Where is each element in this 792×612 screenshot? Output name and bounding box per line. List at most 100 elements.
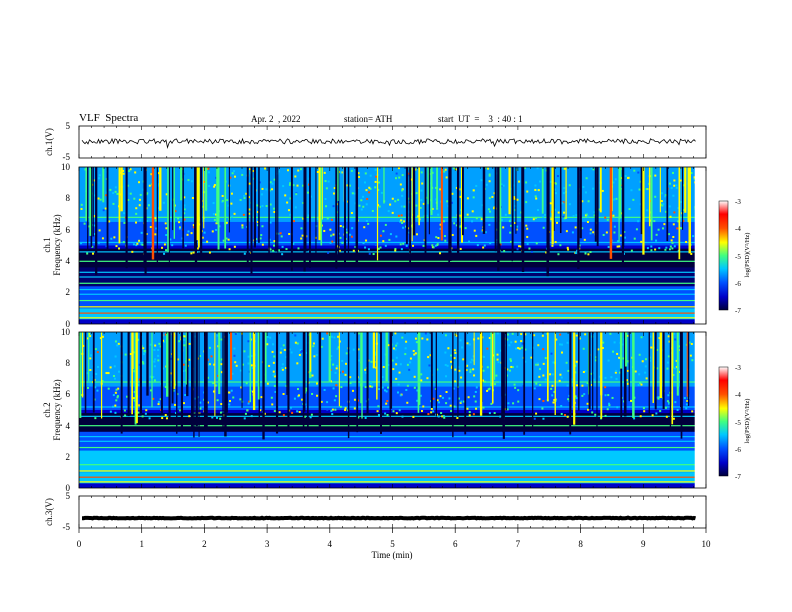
spec-speckle	[664, 194, 667, 197]
spec-sferic	[168, 332, 171, 425]
spec-speckle	[395, 344, 398, 347]
spec-speckle	[667, 355, 670, 358]
spec-speckle	[155, 215, 158, 218]
spec-speckle	[672, 223, 675, 226]
spec-speckle	[616, 240, 619, 243]
spec-speckle	[658, 247, 661, 250]
spec-sferic	[159, 167, 162, 211]
spec-speckle	[649, 335, 652, 338]
spec-sferic	[224, 332, 227, 437]
spec-speckle	[493, 412, 496, 415]
spec-speckle	[112, 394, 115, 397]
spec-speckle	[530, 250, 533, 253]
spec-speckle	[458, 188, 461, 191]
spec-sferic	[515, 167, 517, 234]
spec-speckle	[560, 412, 563, 415]
spec-speckle	[672, 235, 675, 238]
spec-sferic	[185, 332, 187, 385]
spec-speckle	[473, 395, 476, 398]
spec-speckle	[220, 338, 223, 341]
spec-speckle	[273, 210, 276, 213]
spec-speckle	[657, 228, 660, 231]
spec-speckle	[263, 412, 266, 415]
spec-speckle	[644, 371, 647, 374]
spec-speckle	[93, 224, 96, 227]
spec-speckle	[374, 243, 377, 246]
spec-speckle	[551, 384, 554, 387]
spec-speckle	[666, 400, 669, 403]
spec-hline	[79, 481, 706, 483]
spec-speckle	[437, 213, 440, 216]
spec-speckle	[281, 245, 284, 248]
spec-speckle	[398, 371, 401, 374]
spec-speckle	[294, 175, 297, 178]
spec-speckle	[265, 188, 268, 191]
spec-speckle	[353, 192, 356, 195]
spec-speckle	[493, 206, 496, 209]
spec-speckle	[295, 193, 298, 196]
spec-speckle	[593, 214, 596, 217]
spec-hline	[79, 446, 706, 449]
spec-speckle	[677, 207, 680, 210]
spec-sferic	[229, 332, 233, 380]
spec-sferic	[200, 167, 203, 257]
spec-no-data	[694, 332, 706, 488]
spec-speckle	[431, 244, 434, 247]
spec-speckle	[279, 232, 282, 235]
spec-speckle	[154, 233, 157, 236]
spec-speckle	[247, 355, 250, 358]
spec-sferic	[666, 167, 669, 242]
spec-speckle	[296, 184, 299, 187]
spec-speckle	[686, 399, 689, 402]
spec-speckle	[599, 375, 602, 378]
spec-speckle	[284, 194, 287, 197]
spec-speckle	[272, 244, 275, 247]
spec-speckle	[649, 359, 652, 362]
spec-speckle	[674, 338, 677, 341]
spec-speckle	[468, 343, 471, 346]
spec-sferic	[551, 167, 554, 245]
spec-speckle	[357, 416, 360, 419]
spec-speckle	[376, 410, 379, 413]
spec-sferic	[205, 332, 208, 429]
spec-speckle	[153, 360, 156, 363]
spec-speckle	[496, 358, 499, 361]
spec-speckle	[276, 232, 279, 235]
spec-sferic	[620, 332, 623, 420]
spec-sferic	[619, 332, 623, 369]
spec-speckle	[659, 410, 662, 413]
spec-speckle	[269, 248, 272, 251]
spec-speckle	[244, 412, 247, 415]
spec-speckle	[526, 243, 529, 246]
spec-speckle	[455, 186, 458, 189]
spec-sferic	[307, 332, 309, 430]
spec-sferic	[642, 167, 645, 255]
spec-sferic	[687, 167, 689, 223]
spec-sferic	[222, 332, 224, 428]
spec-speckle	[227, 204, 230, 207]
spec-sferic	[92, 167, 94, 237]
spec-speckle	[384, 389, 387, 392]
spec-speckle	[340, 171, 343, 174]
spec-speckle	[506, 408, 509, 411]
spec-speckle	[407, 231, 410, 234]
spec-speckle	[683, 397, 686, 400]
spec-speckle	[135, 212, 138, 215]
spec-speckle	[198, 355, 201, 358]
spec-sferic	[491, 332, 494, 404]
spec-speckle	[129, 353, 132, 356]
spec-speckle	[586, 381, 589, 384]
spec-speckle	[300, 227, 303, 230]
spec-speckle	[381, 376, 384, 379]
spec-speckle	[107, 387, 110, 390]
spec-speckle	[439, 223, 442, 226]
spec-speckle	[432, 397, 435, 400]
spec-speckle	[469, 361, 472, 364]
spec-speckle	[351, 227, 354, 230]
spec-speckle	[89, 354, 92, 357]
date-label: Apr. 2 , 2022	[251, 114, 301, 124]
spec-sferic	[417, 332, 420, 413]
spec-speckle	[405, 388, 408, 391]
spec-speckle	[656, 348, 659, 351]
ch2-ylabel-frequency: Frequency (kHz)	[52, 379, 62, 440]
